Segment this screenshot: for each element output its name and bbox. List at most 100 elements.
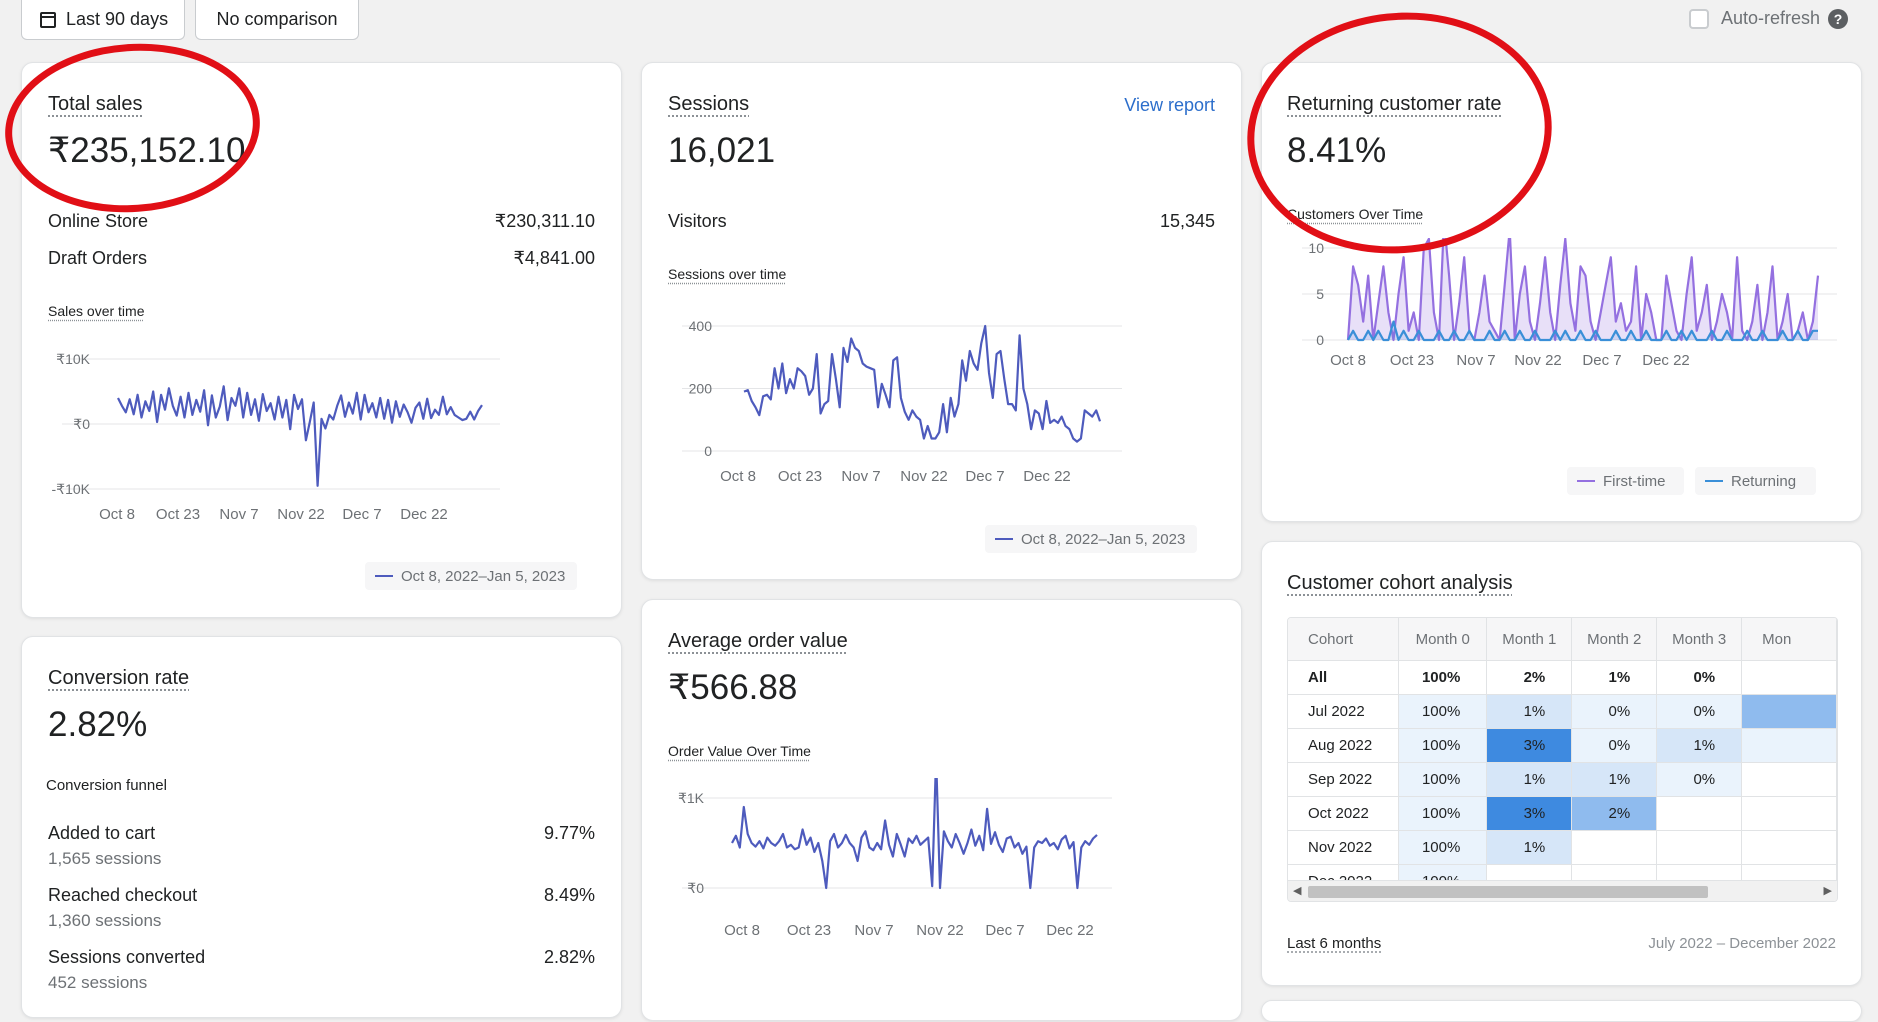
cohort-scrollbar[interactable]: ◀ ▶	[1288, 880, 1837, 901]
conversion-rate-card: Conversion rate 2.82% Conversion funnel …	[21, 636, 622, 1018]
table-row: Nov 2022 100% 1%	[1288, 831, 1837, 865]
online-store-value: ₹230,311.10	[495, 211, 595, 232]
x-tick-label: Nov 22	[277, 506, 325, 523]
funnel-step-value: 8.49%	[544, 885, 595, 906]
cohort-cell	[1572, 831, 1657, 865]
scroll-thumb[interactable]	[1308, 886, 1708, 898]
x-tick-label: Dec 7	[965, 468, 1004, 485]
y-tick-label: ₹0	[73, 416, 90, 432]
cohort-label: All	[1288, 661, 1399, 695]
x-tick-label: Oct 23	[787, 922, 831, 939]
cohort-header: Month 1	[1487, 618, 1572, 661]
cohort-title[interactable]: Customer cohort analysis	[1287, 572, 1513, 595]
total-sales-card: Total sales ₹235,152.10 Online Store ₹23…	[21, 62, 622, 618]
cohort-label: Oct 2022	[1288, 797, 1399, 831]
sessions-legend[interactable]: Oct 8, 2022–Jan 5, 2023	[985, 525, 1197, 553]
aov-card: Average order value ₹566.88 Order Value …	[641, 599, 1242, 1021]
x-tick-label: Dec 22	[1642, 352, 1690, 369]
comparison-button[interactable]: No comparison	[195, 0, 359, 40]
cohort-cell	[1742, 763, 1837, 797]
auto-refresh-checkbox[interactable]	[1689, 9, 1709, 29]
y-tick-label: 0	[704, 443, 712, 459]
returning-rate-title[interactable]: Returning customer rate	[1287, 93, 1502, 116]
y-tick-label: 5	[1316, 286, 1324, 302]
x-tick-label: Dec 22	[400, 506, 448, 523]
x-tick-label: Dec 7	[342, 506, 381, 523]
sessions-chart: 4002000Oct 8 Oct 23 Nov 7 Nov 22 Dec 7 Dec 22	[642, 298, 1241, 508]
x-tick-label: Nov 7	[854, 922, 893, 939]
scroll-left-icon[interactable]: ◀	[1293, 884, 1301, 897]
legend-line-icon	[995, 538, 1013, 540]
legend-line-icon	[1705, 480, 1723, 482]
sessions-card: Sessions View report 16,021 Visitors 15,…	[641, 62, 1242, 580]
help-icon[interactable]: ?	[1828, 9, 1848, 29]
cohort-cell: 1%	[1572, 661, 1657, 695]
cohort-cell: 2%	[1572, 797, 1657, 831]
x-tick-label: Dec 22	[1046, 922, 1094, 939]
first-time-legend[interactable]: First-time	[1567, 467, 1684, 495]
date-range-button[interactable]: Last 90 days	[21, 0, 185, 40]
cohort-table[interactable]: Cohort Month 0 Month 1 Month 2 Month 3 M…	[1287, 617, 1838, 902]
legend-line-icon	[375, 575, 393, 577]
cohort-range-selector[interactable]: Last 6 months	[1287, 935, 1381, 952]
x-tick-label: Oct 23	[156, 506, 200, 523]
sessions-title[interactable]: Sessions	[668, 93, 749, 116]
calendar-icon	[40, 12, 56, 28]
cohort-header-row: Cohort Month 0 Month 1 Month 2 Month 3 M…	[1288, 618, 1837, 661]
sales-legend[interactable]: Oct 8, 2022–Jan 5, 2023	[365, 562, 577, 590]
total-sales-title[interactable]: Total sales	[48, 93, 143, 116]
y-tick-label: ₹1K	[678, 790, 705, 806]
cohort-cell: 1%	[1657, 729, 1742, 763]
cohort-cell: 1%	[1487, 831, 1572, 865]
y-tick-label: ₹0	[687, 880, 704, 896]
cohort-cell: 1%	[1487, 763, 1572, 797]
cohort-cell: 1%	[1572, 763, 1657, 797]
x-tick-label: Oct 8	[1330, 352, 1366, 369]
returning-legend[interactable]: Returning	[1695, 467, 1816, 495]
first-time-legend-label: First-time	[1603, 473, 1666, 490]
cohort-cell: 100%	[1399, 763, 1487, 797]
sessions-chart-title[interactable]: Sessions over time	[668, 266, 786, 282]
x-tick-label: Nov 7	[219, 506, 258, 523]
funnel-step-label: Reached checkout	[48, 885, 197, 906]
next-card	[1261, 1000, 1862, 1022]
cohort-cell: 0%	[1657, 763, 1742, 797]
cohort-cell: 0%	[1572, 729, 1657, 763]
returning-rate-value: 8.41%	[1287, 131, 1386, 171]
aov-title[interactable]: Average order value	[668, 630, 848, 653]
draft-orders-value: ₹4,841.00	[513, 248, 595, 269]
table-row: Aug 2022 100% 3% 0% 1%	[1288, 729, 1837, 763]
customers-chart: 1050Oct 8 Oct 23 Nov 7 Nov 22 Dec 7 Dec 22	[1262, 238, 1861, 458]
cohort-cell	[1742, 797, 1837, 831]
cohort-cell: 1%	[1487, 695, 1572, 729]
conversion-rate-title[interactable]: Conversion rate	[48, 667, 189, 690]
view-report-link[interactable]: View report	[1124, 95, 1215, 116]
y-tick-label: 200	[689, 381, 713, 397]
visitors-value: 15,345	[1160, 211, 1215, 232]
cohort-cell	[1742, 831, 1837, 865]
funnel-step-sessions: 1,360 sessions	[48, 911, 161, 931]
cohort-cell: 3%	[1487, 797, 1572, 831]
y-tick-label: 400	[689, 318, 713, 334]
series-area	[1348, 238, 1818, 340]
cohort-header: Month 0	[1399, 618, 1487, 661]
sessions-value: 16,021	[668, 131, 775, 171]
x-tick-label: Dec 22	[1023, 468, 1071, 485]
y-tick-label: -₹10K	[52, 481, 91, 497]
cohort-cell	[1657, 831, 1742, 865]
aov-value: ₹566.88	[668, 668, 797, 708]
cohort-cell: 100%	[1399, 695, 1487, 729]
sales-chart-title[interactable]: Sales over time	[48, 303, 144, 319]
scroll-right-icon[interactable]: ▶	[1824, 884, 1832, 897]
x-tick-label: Oct 23	[778, 468, 822, 485]
customers-chart-title[interactable]: Customers Over Time	[1287, 206, 1423, 222]
aov-chart-title[interactable]: Order Value Over Time	[668, 743, 811, 759]
series-line	[732, 778, 1097, 888]
auto-refresh-toggle[interactable]: Auto-refresh ?	[1689, 8, 1848, 29]
cohort-header: Month 3	[1657, 618, 1742, 661]
auto-refresh-label: Auto-refresh	[1721, 8, 1820, 29]
cohort-cell	[1742, 661, 1837, 695]
cohort-cell: 0%	[1657, 695, 1742, 729]
returning-rate-card: Returning customer rate 8.41% Customers …	[1261, 62, 1862, 522]
x-tick-label: Nov 7	[1456, 352, 1495, 369]
